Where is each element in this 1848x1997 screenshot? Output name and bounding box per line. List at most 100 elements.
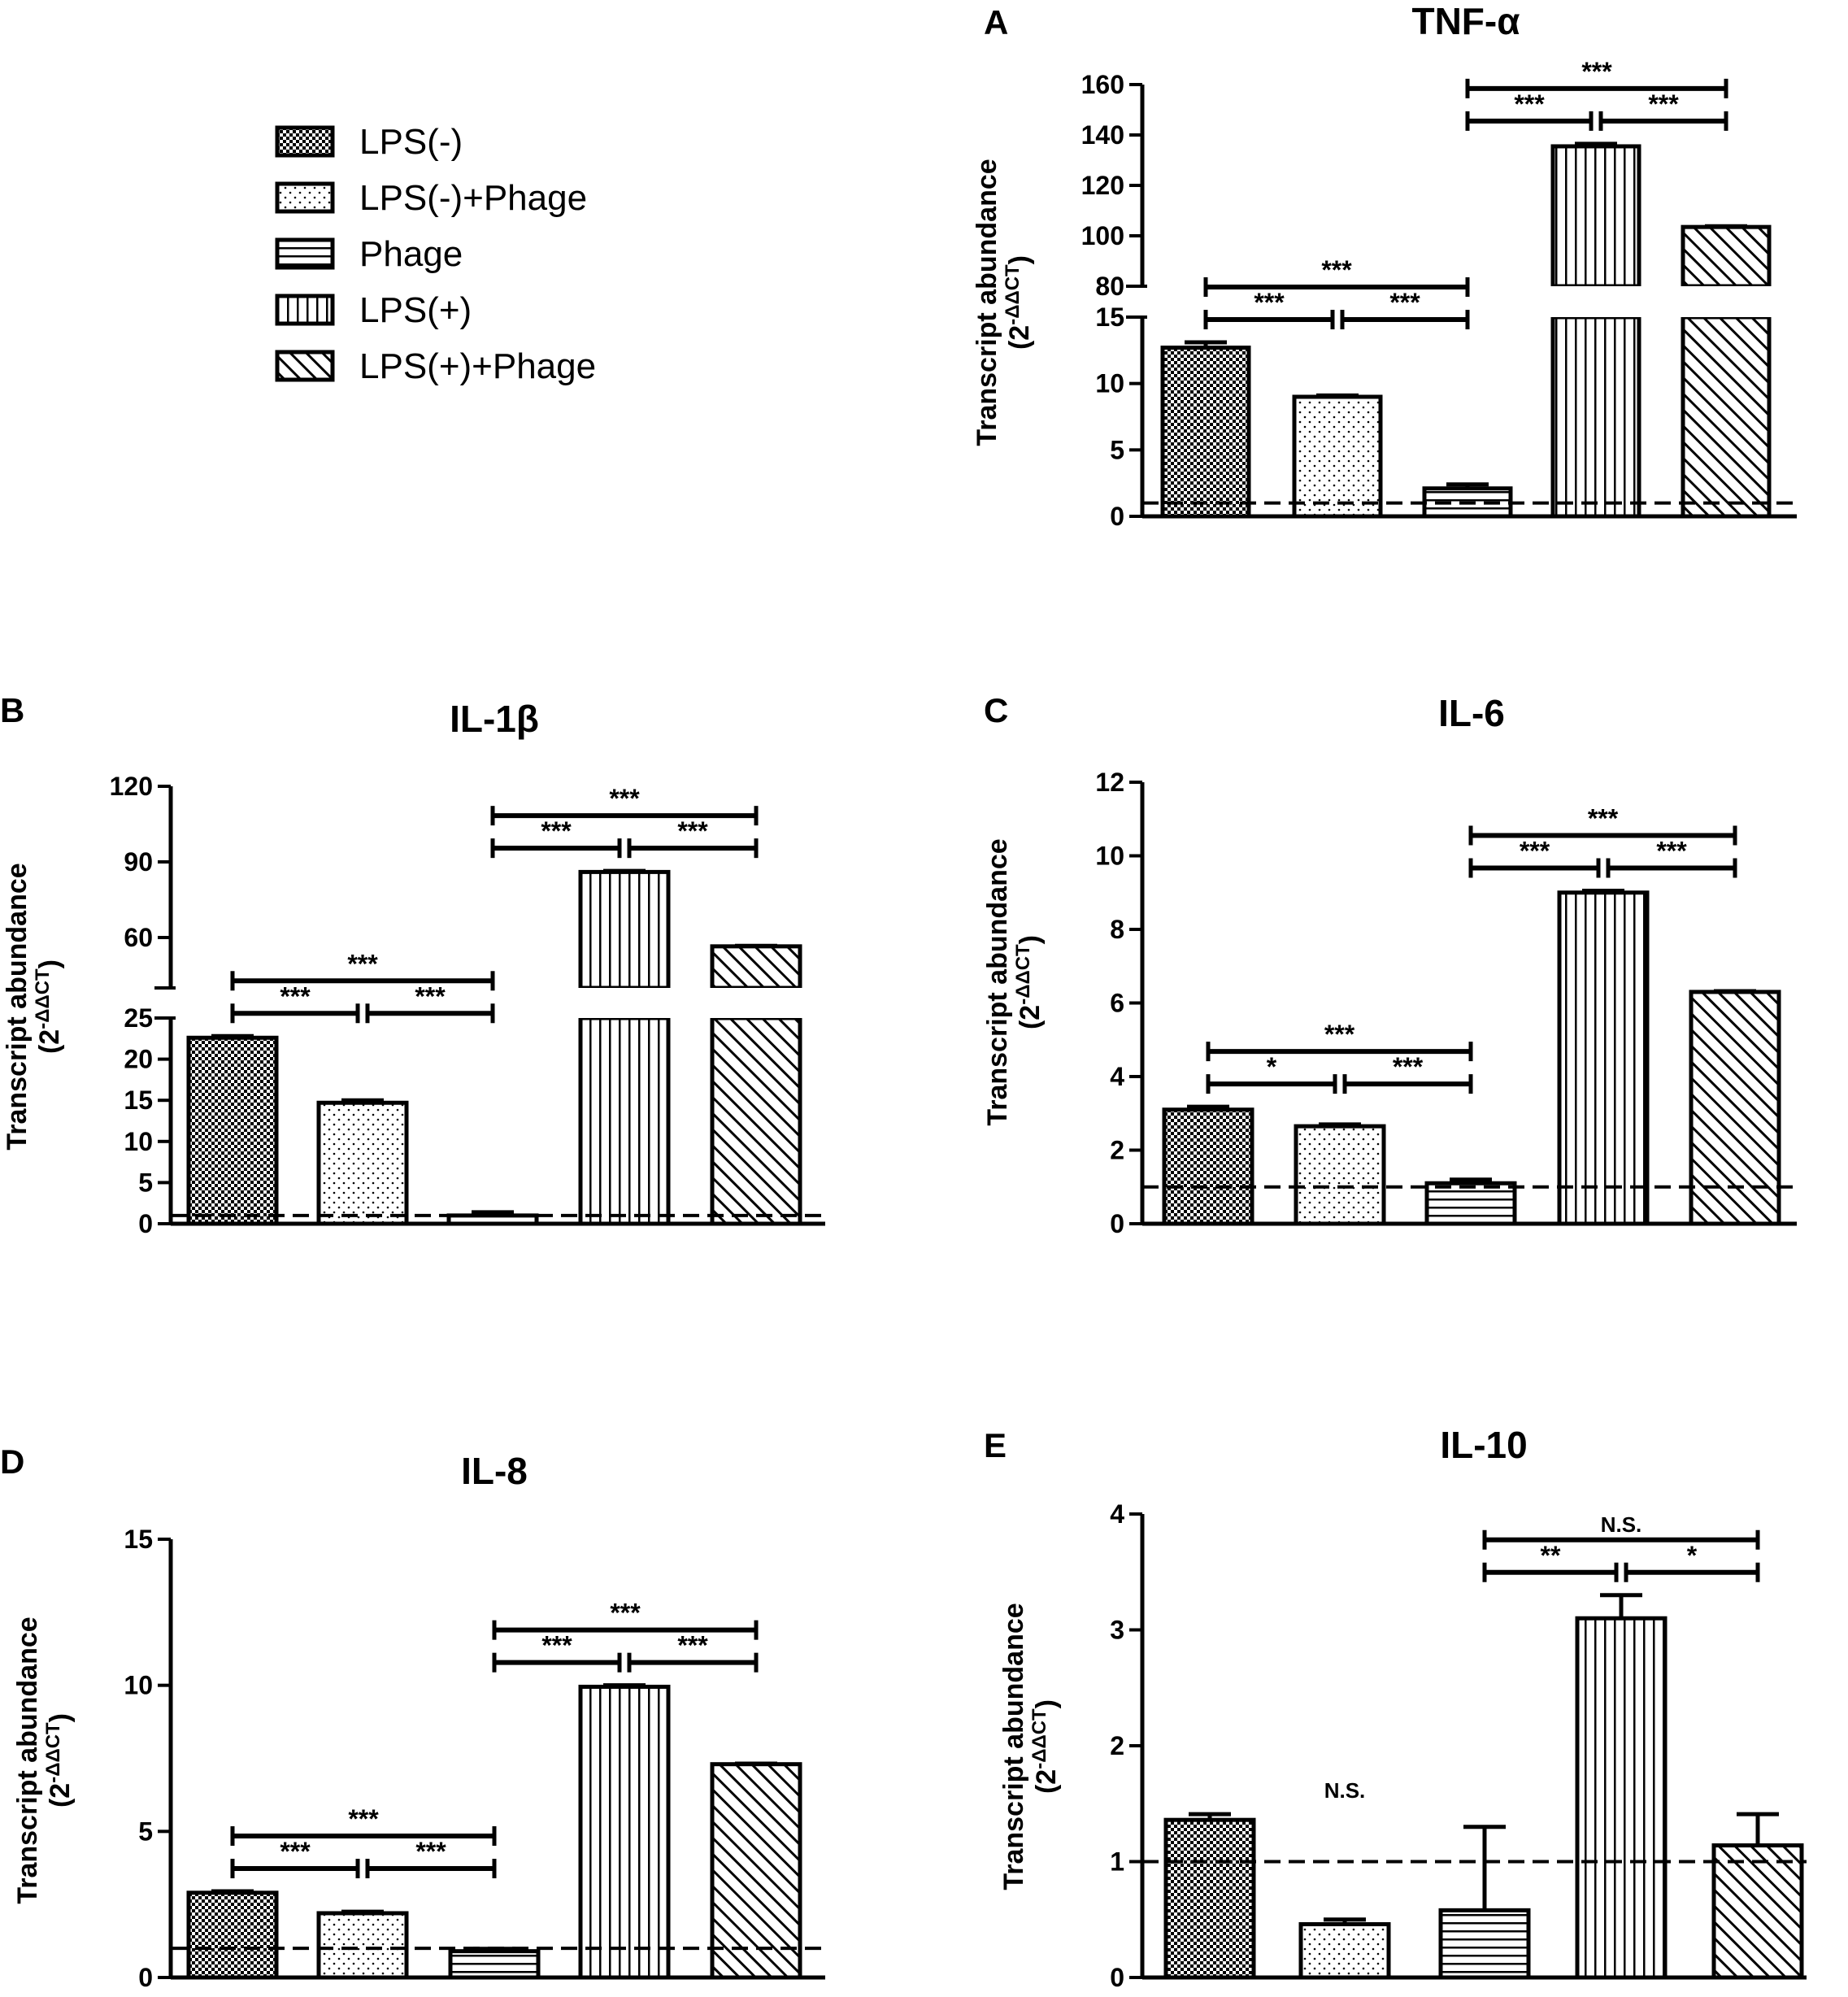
legend-label-lps-neg: LPS(-): [359, 122, 463, 162]
significance-label: ***: [541, 816, 572, 846]
bar: [448, 1949, 541, 1980]
significance-label: ***: [1321, 255, 1352, 285]
bar: [1298, 1921, 1391, 1980]
bar: [1681, 315, 1772, 519]
significance-label: ***: [347, 949, 378, 978]
panel-label: C: [984, 691, 1008, 729]
bar: [316, 1911, 409, 1980]
y-tick-label: 2: [1110, 1731, 1124, 1760]
bar: [1550, 144, 1641, 289]
significance-label: ***: [1520, 836, 1550, 865]
legend-swatch-lps-neg-phage: [275, 181, 335, 214]
panel-c: C IL-6 Transcript abundance (2-ΔΔCT) 0 2 4 6 8 10…: [982, 691, 1797, 1238]
bar: [186, 1035, 279, 1226]
legend-swatch-phage: [275, 237, 335, 270]
significance-label: ***: [677, 816, 708, 846]
bar: [578, 1684, 671, 1980]
y-axis-label: Transcript abundance: [12, 1616, 43, 1903]
bar: [1550, 315, 1641, 519]
y-tick-label: 8: [1110, 915, 1124, 944]
y-tick-label: 15: [1095, 302, 1124, 332]
legend-label-lps-pos: LPS(+): [359, 290, 472, 330]
bar: [1162, 1107, 1254, 1226]
bar: [1575, 1616, 1668, 1980]
y-tick-label: 20: [124, 1045, 153, 1074]
significance-label: *: [1687, 1541, 1698, 1570]
bar: [186, 1890, 279, 1980]
bar: [1160, 346, 1251, 519]
y-tick-label: 15: [124, 1086, 153, 1115]
bar: [710, 1762, 802, 1980]
panel-label: B: [0, 691, 24, 729]
legend-swatch-lps-pos-phage: [275, 350, 335, 382]
y-tick-label: 10: [1095, 369, 1124, 398]
y-tick-label: 10: [124, 1671, 153, 1700]
y-tick-label: 0: [138, 1963, 153, 1992]
y-axis-label: Transcript abundance: [2, 863, 33, 1150]
y-tick-label: 6: [1110, 989, 1124, 1018]
panel-e: E IL-10 Transcript abundance (2-ΔΔCT) 0 1 2 3 4 *…: [984, 1424, 1807, 1992]
significance-label: ***: [1588, 803, 1619, 833]
significance-label: ***: [677, 1631, 708, 1660]
bar: [710, 1016, 802, 1226]
legend-entry: LPS(+): [275, 290, 472, 330]
legend-swatch-lps-pos: [275, 294, 335, 326]
bar-break-gap: [1680, 286, 1772, 317]
y-tick-label: 4: [1110, 1499, 1124, 1529]
panel-b: B IL-1β Transcript abundance (2-ΔΔCT) 0 5 10 15…: [0, 691, 825, 1238]
significance-label: ***: [541, 1631, 572, 1660]
annotation-label: N.S.: [1324, 1778, 1366, 1803]
y-tick-label: 90: [124, 847, 153, 877]
legend-entry: Phage: [275, 234, 463, 274]
significance-label: ***: [1254, 288, 1285, 317]
significance-label: ***: [1389, 288, 1420, 317]
y-tick-label: 140: [1081, 120, 1124, 150]
y-axis-unit: (2-ΔΔCT): [1028, 1699, 1062, 1794]
y-tick-label: 0: [138, 1209, 153, 1238]
panel-title: IL-1β: [450, 698, 539, 740]
y-tick-label: 15: [124, 1525, 153, 1554]
y-tick-label: 10: [124, 1127, 153, 1156]
y-tick-label: 1: [1110, 1847, 1124, 1877]
legend-label-lps-neg-phage: LPS(-)+Phage: [359, 178, 587, 218]
bar: [1424, 1181, 1517, 1226]
panel-title: IL-6: [1438, 692, 1505, 734]
bar: [1711, 1843, 1804, 1980]
y-tick-label: 4: [1110, 1062, 1124, 1091]
significance-label: ***: [1581, 57, 1612, 86]
panel-title: IL-10: [1440, 1424, 1527, 1466]
panel-label: A: [984, 3, 1008, 41]
significance-label: ***: [280, 981, 311, 1011]
significance-label: ***: [280, 1837, 311, 1866]
bar: [316, 1100, 409, 1226]
y-axis-label: Transcript abundance: [982, 838, 1013, 1125]
y-axis-unit: (2-ΔΔCT): [1002, 255, 1035, 350]
legend-entry: LPS(-): [275, 122, 463, 162]
y-tick-label: 2: [1110, 1136, 1124, 1165]
significance-label: **: [1541, 1541, 1561, 1570]
y-tick-label: 25: [124, 1003, 153, 1033]
significance-label: ***: [1324, 1020, 1355, 1049]
y-tick-label: 0: [1110, 502, 1124, 531]
y-tick-label: 3: [1110, 1616, 1124, 1645]
bar: [1438, 1908, 1531, 1980]
y-tick-label: 60: [124, 923, 153, 952]
y-tick-label: 12: [1095, 768, 1124, 797]
significance-label: *: [1267, 1052, 1277, 1081]
y-tick-label: 5: [138, 1168, 153, 1197]
bar-break-gap: [709, 988, 803, 1018]
y-tick-label: 160: [1081, 70, 1124, 99]
bar: [1294, 1124, 1386, 1226]
bar: [1689, 990, 1781, 1226]
panel-d: D IL-8 Transcript abundance (2-ΔΔCT) 0 5 10 15 *…: [0, 1442, 825, 1992]
y-axis-label: Transcript abundance: [998, 1603, 1029, 1890]
y-axis-unit: (2-ΔΔCT): [42, 1713, 76, 1808]
significance-label: ***: [415, 981, 446, 1011]
significance-label: ***: [348, 1804, 379, 1834]
y-tick-label: 100: [1081, 221, 1124, 250]
y-tick-label: 120: [1081, 171, 1124, 200]
y-tick-label: 120: [110, 772, 153, 801]
significance-label: ***: [415, 1837, 446, 1866]
bar: [1557, 890, 1650, 1226]
